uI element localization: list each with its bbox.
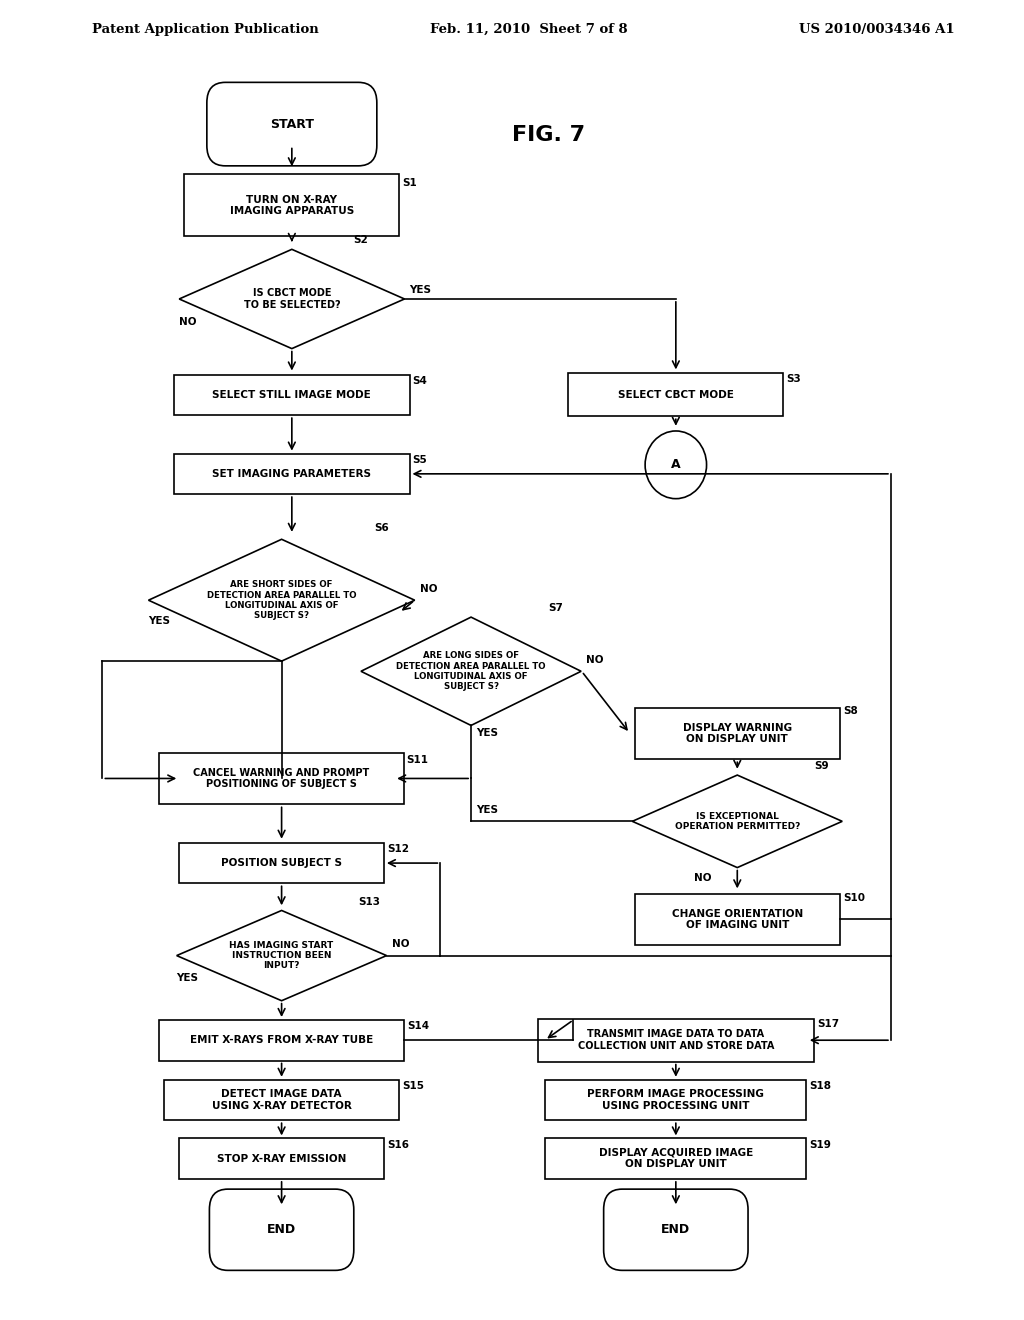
Circle shape xyxy=(645,430,707,499)
Text: S16: S16 xyxy=(387,1139,409,1150)
Text: S5: S5 xyxy=(413,455,427,465)
Text: DETECT IMAGE DATA
USING X-RAY DETECTOR: DETECT IMAGE DATA USING X-RAY DETECTOR xyxy=(212,1089,351,1111)
Text: ARE SHORT SIDES OF
DETECTION AREA PARALLEL TO
LONGITUDINAL AXIS OF
SUBJECT S?: ARE SHORT SIDES OF DETECTION AREA PARALL… xyxy=(207,579,356,620)
FancyBboxPatch shape xyxy=(159,752,404,804)
FancyBboxPatch shape xyxy=(207,82,377,166)
Text: NO: NO xyxy=(179,317,197,326)
Polygon shape xyxy=(361,618,582,726)
Text: S6: S6 xyxy=(374,523,388,532)
Text: A: A xyxy=(671,458,681,471)
Text: YES: YES xyxy=(476,805,498,814)
Text: FIG. 7: FIG. 7 xyxy=(512,125,585,145)
FancyBboxPatch shape xyxy=(545,1138,807,1179)
Text: POSITION SUBJECT S: POSITION SUBJECT S xyxy=(221,858,342,869)
Text: S19: S19 xyxy=(809,1139,830,1150)
Text: TRANSMIT IMAGE DATA TO DATA
COLLECTION UNIT AND STORE DATA: TRANSMIT IMAGE DATA TO DATA COLLECTION U… xyxy=(578,1030,774,1051)
Polygon shape xyxy=(176,911,386,1001)
Text: EMIT X-RAYS FROM X-RAY TUBE: EMIT X-RAYS FROM X-RAY TUBE xyxy=(190,1035,373,1045)
Text: Feb. 11, 2010  Sheet 7 of 8: Feb. 11, 2010 Sheet 7 of 8 xyxy=(430,22,628,36)
Text: ARE LONG SIDES OF
DETECTION AREA PARALLEL TO
LONGITUDINAL AXIS OF
SUBJECT S?: ARE LONG SIDES OF DETECTION AREA PARALLE… xyxy=(396,651,546,692)
Text: DISPLAY WARNING
ON DISPLAY UNIT: DISPLAY WARNING ON DISPLAY UNIT xyxy=(683,722,792,744)
Text: END: END xyxy=(662,1224,690,1237)
FancyBboxPatch shape xyxy=(209,1189,354,1270)
Text: NO: NO xyxy=(694,873,712,883)
Polygon shape xyxy=(179,249,404,348)
Text: S1: S1 xyxy=(402,178,417,189)
Text: S12: S12 xyxy=(387,843,409,854)
Text: S4: S4 xyxy=(413,376,428,385)
FancyBboxPatch shape xyxy=(635,708,840,759)
Text: PERFORM IMAGE PROCESSING
USING PROCESSING UNIT: PERFORM IMAGE PROCESSING USING PROCESSIN… xyxy=(588,1089,764,1111)
Text: END: END xyxy=(267,1224,296,1237)
Text: CANCEL WARNING AND PROMPT
POSITIONING OF SUBJECT S: CANCEL WARNING AND PROMPT POSITIONING OF… xyxy=(194,768,370,789)
Text: START: START xyxy=(270,117,313,131)
Text: HAS IMAGING START
INSTRUCTION BEEN
INPUT?: HAS IMAGING START INSTRUCTION BEEN INPUT… xyxy=(229,941,334,970)
Text: S13: S13 xyxy=(358,898,380,907)
Text: SET IMAGING PARAMETERS: SET IMAGING PARAMETERS xyxy=(212,469,372,479)
FancyBboxPatch shape xyxy=(538,1019,814,1061)
Text: STOP X-RAY EMISSION: STOP X-RAY EMISSION xyxy=(217,1154,346,1164)
Text: S3: S3 xyxy=(786,374,801,384)
Text: YES: YES xyxy=(476,729,498,738)
FancyBboxPatch shape xyxy=(635,894,840,945)
Text: IS CBCT MODE
TO BE SELECTED?: IS CBCT MODE TO BE SELECTED? xyxy=(244,288,340,310)
FancyBboxPatch shape xyxy=(174,454,410,494)
Text: S10: S10 xyxy=(843,892,864,903)
Text: US 2010/0034346 A1: US 2010/0034346 A1 xyxy=(799,22,954,36)
Text: NO: NO xyxy=(420,583,437,594)
Text: YES: YES xyxy=(148,615,170,626)
Polygon shape xyxy=(148,540,415,661)
FancyBboxPatch shape xyxy=(179,1138,384,1179)
FancyBboxPatch shape xyxy=(164,1080,399,1121)
Text: S7: S7 xyxy=(548,603,563,612)
FancyBboxPatch shape xyxy=(545,1080,807,1121)
Text: NO: NO xyxy=(392,940,410,949)
FancyBboxPatch shape xyxy=(174,375,410,416)
Text: YES: YES xyxy=(410,285,431,294)
Text: S11: S11 xyxy=(407,755,428,764)
Text: S8: S8 xyxy=(843,706,857,717)
Text: S18: S18 xyxy=(809,1081,830,1090)
Text: S15: S15 xyxy=(402,1081,424,1090)
Text: IS EXCEPTIONAL
OPERATION PERMITTED?: IS EXCEPTIONAL OPERATION PERMITTED? xyxy=(675,812,800,832)
FancyBboxPatch shape xyxy=(179,842,384,883)
Text: SELECT CBCT MODE: SELECT CBCT MODE xyxy=(617,389,734,400)
FancyBboxPatch shape xyxy=(568,374,783,416)
FancyBboxPatch shape xyxy=(604,1189,748,1270)
Text: S14: S14 xyxy=(408,1022,430,1031)
Text: S9: S9 xyxy=(814,760,828,771)
Polygon shape xyxy=(632,775,842,867)
Text: NO: NO xyxy=(586,655,603,665)
Text: TURN ON X-RAY
IMAGING APPARATUS: TURN ON X-RAY IMAGING APPARATUS xyxy=(229,194,354,216)
Text: YES: YES xyxy=(176,973,198,983)
FancyBboxPatch shape xyxy=(159,1020,404,1060)
Text: DISPLAY ACQUIRED IMAGE
ON DISPLAY UNIT: DISPLAY ACQUIRED IMAGE ON DISPLAY UNIT xyxy=(599,1148,753,1170)
Text: Patent Application Publication: Patent Application Publication xyxy=(92,22,318,36)
Text: SELECT STILL IMAGE MODE: SELECT STILL IMAGE MODE xyxy=(212,389,372,400)
Text: S2: S2 xyxy=(353,235,368,244)
Text: CHANGE ORIENTATION
OF IMAGING UNIT: CHANGE ORIENTATION OF IMAGING UNIT xyxy=(672,908,803,931)
FancyBboxPatch shape xyxy=(184,174,399,236)
Text: S17: S17 xyxy=(817,1019,840,1028)
